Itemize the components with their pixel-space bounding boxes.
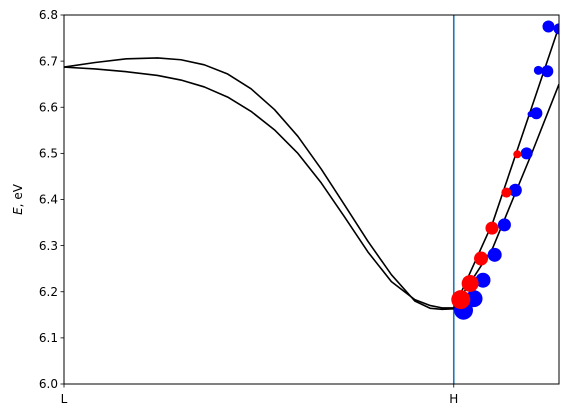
red-marker-17 <box>485 221 499 235</box>
y-axis-label-unit: , eV <box>11 183 25 207</box>
y-tick-label: 6.4 <box>39 193 58 207</box>
blue-marker-2 <box>465 290 483 308</box>
band-markers <box>451 20 559 320</box>
x-tick-label: H <box>449 392 458 406</box>
y-tick-label: 6.6 <box>39 100 58 114</box>
blue-marker-6 <box>508 183 522 197</box>
blue-marker-3 <box>475 272 491 288</box>
blue-marker-11 <box>541 65 554 78</box>
blue-marker-12 <box>542 20 555 33</box>
blue-marker-9 <box>530 107 543 120</box>
blue-marker-5 <box>497 218 511 232</box>
y-tick-label: 6.0 <box>39 377 58 391</box>
y-axis-ticks: 6.0 6.1 6.2 6.3 6.4 6.5 6.6 6.7 6.8 <box>39 8 64 391</box>
band-line-1 <box>64 26 559 311</box>
y-tick-label: 6.2 <box>39 285 58 299</box>
plot-area <box>64 15 559 384</box>
y-tick-label: 6.5 <box>39 147 58 161</box>
x-tick-label: L <box>61 392 68 406</box>
plot-frame <box>63 14 560 385</box>
red-marker-14 <box>451 290 471 310</box>
y-tick-label: 6.3 <box>39 239 58 253</box>
red-marker-15 <box>461 274 479 292</box>
red-marker-18 <box>501 187 512 198</box>
y-axis-label-symbol: E <box>11 207 25 215</box>
blue-marker-13 <box>553 23 559 35</box>
blue-marker-7 <box>520 147 533 160</box>
band-line-2 <box>64 66 559 309</box>
y-axis-label: E, eV <box>11 183 25 215</box>
red-marker-19 <box>513 150 522 159</box>
band-lines <box>64 26 559 311</box>
y-tick-label: 6.7 <box>39 54 58 68</box>
blue-marker-10 <box>533 65 543 75</box>
y-tick-label: 6.1 <box>39 331 58 345</box>
y-tick-label: 6.8 <box>39 8 58 22</box>
red-marker-16 <box>474 251 489 266</box>
blue-marker-4 <box>487 247 502 262</box>
